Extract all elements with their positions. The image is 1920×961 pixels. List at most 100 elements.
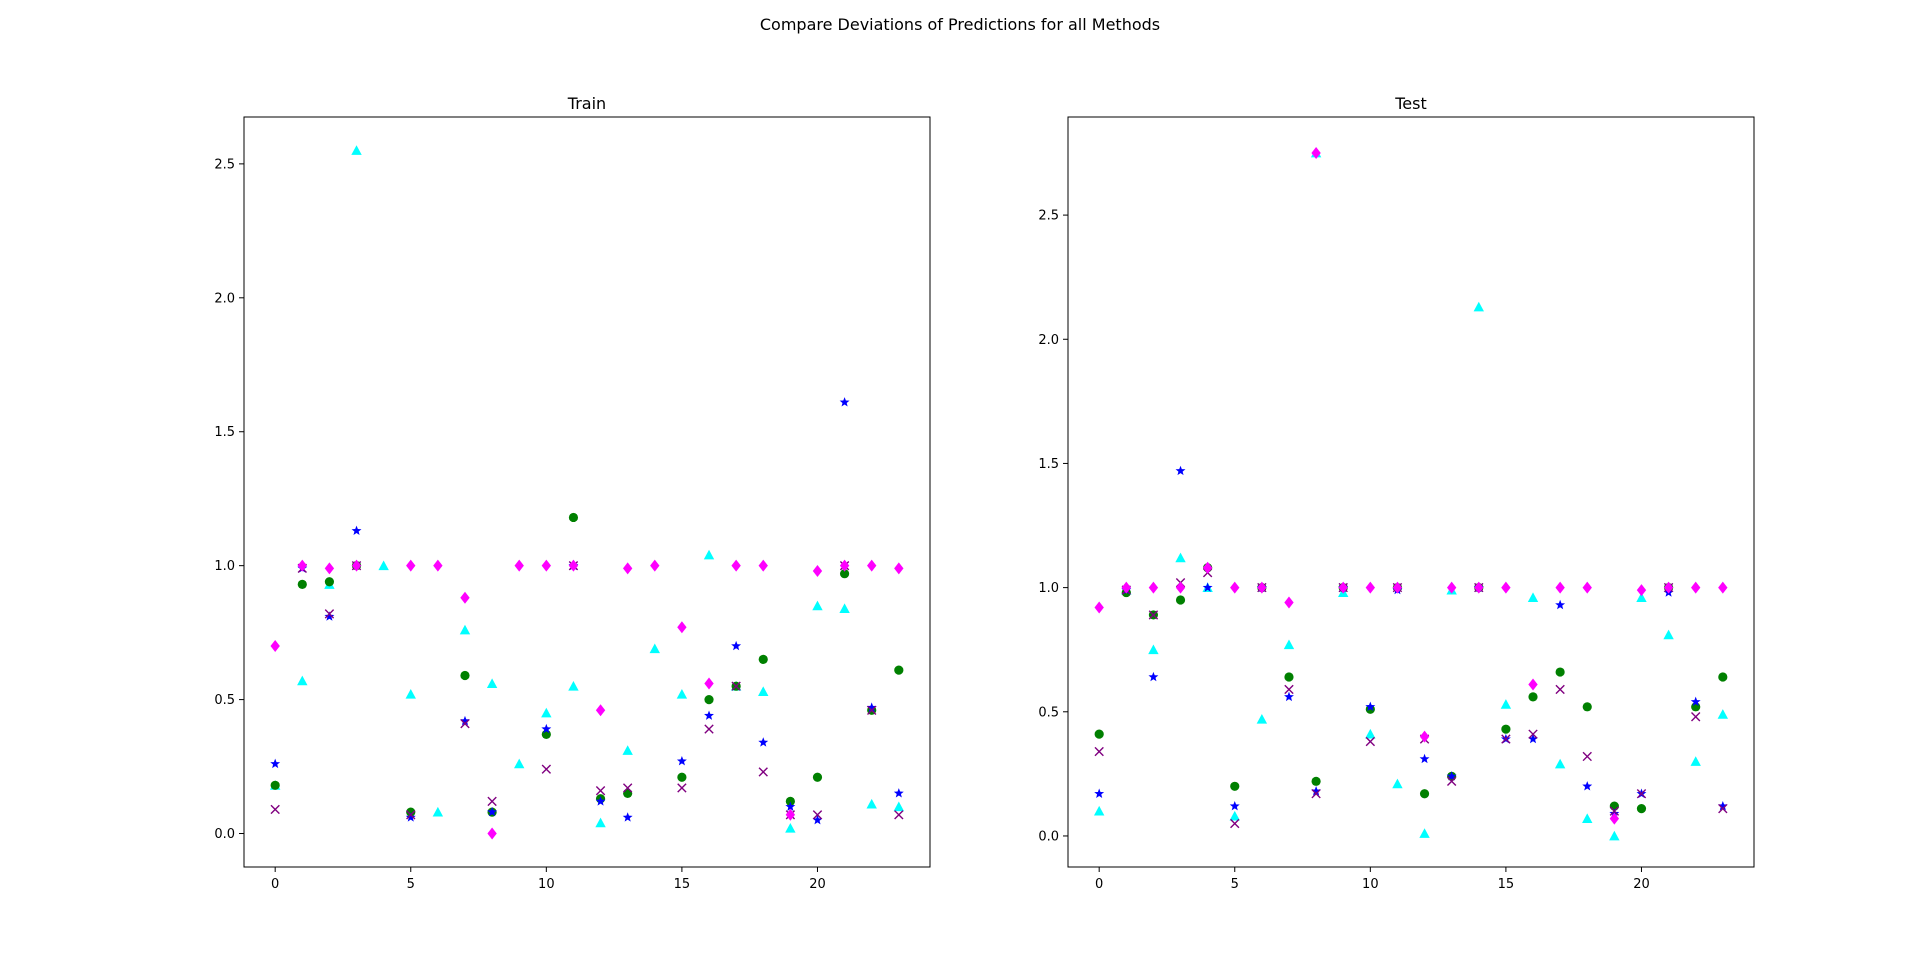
data-point-star-train — [324, 611, 335, 621]
x-tick-label-test: 0 — [1095, 877, 1103, 892]
data-point-star-train — [731, 640, 742, 651]
data-point-triangle-train — [622, 745, 633, 755]
data-point-x-train — [867, 705, 877, 715]
figure-title: Compare Deviations of Predictions for al… — [760, 15, 1160, 34]
data-point-star-test — [1148, 671, 1159, 682]
data-point-triangle-test — [1392, 778, 1403, 789]
data-point-star-test — [1094, 788, 1105, 798]
data-point-x-train — [406, 810, 416, 820]
x-tick-label-test: 10 — [1362, 877, 1379, 892]
data-point-x-test — [1609, 806, 1620, 816]
data-point-x-train — [324, 609, 335, 619]
data-point-triangle-train — [649, 643, 660, 654]
data-point-triangle-train — [351, 145, 362, 155]
data-point-circle-train — [785, 796, 795, 806]
data-point-diamond-train — [622, 562, 633, 575]
y-tick-label-test: 1.0 — [1038, 581, 1059, 596]
data-point-diamond-test — [1365, 581, 1376, 594]
data-point-x-test — [1230, 818, 1240, 829]
data-point-diamond-test — [1555, 581, 1565, 594]
data-point-x-test — [1555, 684, 1565, 695]
data-point-circle-train — [460, 670, 470, 681]
data-point-triangle-train — [541, 707, 552, 718]
data-point-triangle-train — [785, 822, 796, 833]
data-point-triangle-test — [1582, 813, 1593, 823]
data-point-circle-test — [1582, 702, 1592, 712]
data-point-triangle-test — [1717, 709, 1729, 719]
data-point-x-train — [622, 783, 633, 793]
data-point-circle-test — [1528, 692, 1538, 702]
data-point-diamond-test — [1257, 581, 1267, 594]
data-point-triangle-train — [405, 689, 416, 699]
data-point-diamond-train — [514, 559, 524, 572]
x-tick-label-train: 15 — [674, 877, 691, 892]
data-point-x-test — [1148, 610, 1159, 620]
y-tick-label-test: 2.5 — [1038, 209, 1059, 224]
x-tick-label-test: 20 — [1633, 877, 1650, 892]
data-point-diamond-test — [1338, 581, 1348, 594]
data-point-star-test — [1717, 800, 1728, 811]
subplots: Train 0 5 10 15 20 0.0 0.5 1.0 1.5 2.0 2.5 Test 0 5 10 1… — [214, 94, 1755, 892]
data-point-diamond-train — [433, 559, 443, 572]
data-point-star-test — [1365, 701, 1376, 712]
data-point-triangle-train — [432, 806, 444, 817]
data-point-diamond-test — [1419, 730, 1430, 743]
data-point-triangle-test — [1148, 644, 1159, 655]
data-point-triangle-train — [378, 560, 389, 571]
data-point-x-test — [1582, 751, 1592, 762]
data-point-diamond-train — [758, 559, 768, 572]
data-point-triangle-train — [812, 600, 823, 611]
data-point-x-test — [1528, 729, 1538, 739]
y-tick-label-test: 2.0 — [1038, 333, 1059, 348]
data-point-triangle-test — [1229, 810, 1240, 821]
data-point-circle-test — [1501, 724, 1511, 734]
data-point-circle-train — [839, 569, 850, 579]
data-point-star-test — [1175, 465, 1186, 476]
data-point-circle-test — [1555, 667, 1565, 677]
data-point-circle-train — [894, 665, 904, 675]
data-point-circle-train — [812, 772, 823, 782]
data-point-circle-train — [568, 512, 579, 523]
data-point-circle-test — [1311, 776, 1321, 786]
data-point-diamond-train — [867, 559, 877, 572]
data-point-diamond-train — [812, 565, 823, 578]
data-point-circle-test — [1718, 672, 1728, 682]
data-point-star-test — [1528, 733, 1538, 744]
data-point-diamond-train — [785, 808, 796, 821]
data-point-star-test — [1690, 696, 1701, 707]
data-point-circle-train — [297, 579, 307, 590]
data-point-circle-train — [270, 780, 280, 790]
y-tick-label-train: 2.0 — [214, 291, 235, 306]
data-point-diamond-train — [487, 827, 497, 840]
data-point-triangle-test — [1473, 301, 1484, 312]
x-tick-label-train: 0 — [271, 877, 279, 892]
data-point-star-test — [1446, 771, 1457, 781]
data-point-circle-test — [1094, 729, 1104, 739]
data-point-diamond-test — [1311, 147, 1321, 160]
data-point-x-train — [677, 783, 687, 793]
data-point-triangle-train — [459, 624, 471, 635]
data-point-triangle-train — [486, 678, 498, 688]
data-point-triangle-test — [1283, 639, 1295, 650]
x-tick-label-train: 5 — [407, 877, 415, 892]
data-point-star-train — [758, 737, 769, 747]
data-point-x-train — [460, 719, 470, 729]
data-point-x-train — [270, 804, 280, 815]
data-point-x-test — [1365, 736, 1376, 747]
data-point-diamond-test — [1446, 581, 1457, 594]
data-point-star-test — [1202, 582, 1213, 592]
data-point-triangle-test — [1500, 699, 1512, 709]
data-point-triangle-test — [1365, 728, 1376, 739]
data-point-diamond-test — [1474, 581, 1484, 594]
data-point-diamond-train — [650, 559, 660, 572]
data-point-x-train — [731, 681, 741, 691]
data-point-triangle-train — [514, 758, 525, 769]
data-point-diamond-test — [1636, 584, 1647, 597]
data-point-x-test — [1636, 789, 1647, 799]
data-point-triangle-test — [1175, 552, 1186, 563]
axes-frame-train — [243, 116, 931, 868]
data-point-triangle-test — [1554, 758, 1566, 769]
data-point-circle-test — [1636, 804, 1647, 814]
y-tick-label-test: 1.5 — [1038, 457, 1059, 472]
y-tick-label-train: 1.0 — [214, 559, 235, 574]
